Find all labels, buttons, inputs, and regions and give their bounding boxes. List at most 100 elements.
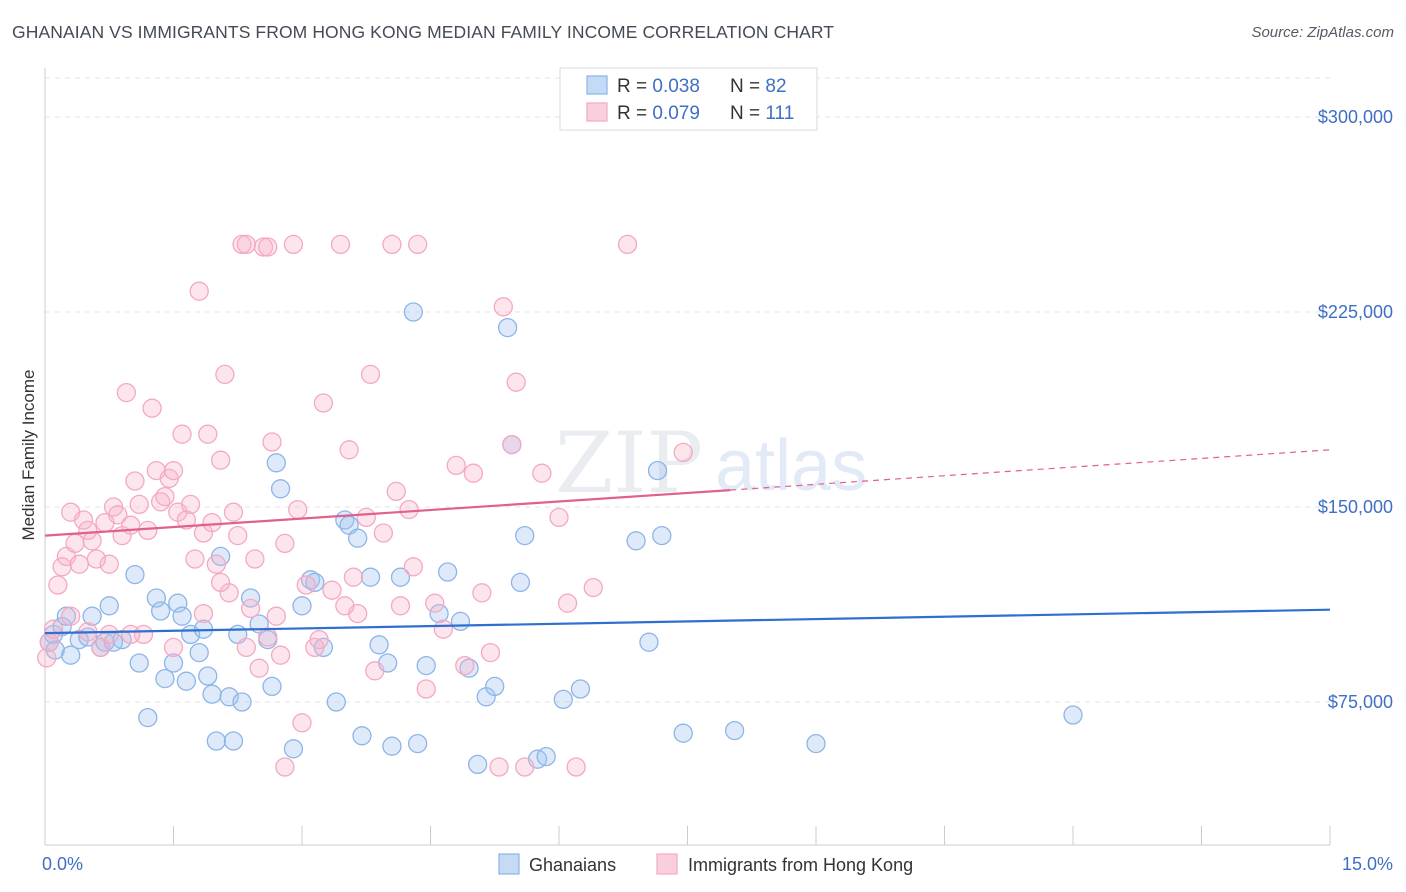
- hong-kong-point-48: [240, 598, 261, 619]
- legend-r-value-0: 0.038: [652, 76, 700, 97]
- ghanaians-point-41: [283, 739, 304, 759]
- legend-n-label-1: N =: [730, 103, 765, 124]
- legend-r-value-1: 0.079: [652, 103, 700, 124]
- hong-kong-point-9: [73, 510, 94, 530]
- hong-kong-point-72: [382, 234, 402, 255]
- hong-kong-point-20: [121, 515, 141, 535]
- hong-kong-point-62: [313, 393, 334, 413]
- hong-kong-point-66: [343, 567, 364, 587]
- ghanaians-point-11: [99, 596, 119, 616]
- ghanaians-point-22: [172, 606, 192, 626]
- hong-kong-point-93: [566, 757, 586, 777]
- hong-kong-point-47: [236, 637, 256, 658]
- ghanaians-trend-line: [44, 608, 1331, 635]
- hong-kong-point-21: [125, 471, 145, 491]
- ghanaians-point-16: [138, 707, 158, 728]
- hong-kong-point-102: [163, 637, 184, 658]
- hong-kong-point-56: [275, 533, 295, 554]
- hong-kong-point-44: [223, 502, 244, 522]
- hong-kong-point-34: [180, 494, 201, 515]
- hong-kong-point-32: [172, 424, 192, 444]
- hong-kong-point-71: [373, 523, 394, 543]
- hong-kong-point-41: [210, 450, 231, 470]
- axes: [44, 68, 1331, 846]
- ghanaians-point-52: [369, 635, 389, 655]
- hong-kong-point-85: [489, 757, 509, 777]
- hong-kong-point-104: [193, 603, 214, 624]
- hong-kong-point-30: [163, 460, 184, 481]
- watermark: ZIP atlas: [555, 414, 867, 512]
- series-hong-kong-points: [37, 234, 693, 777]
- hong-kong-point-63: [322, 580, 342, 600]
- hong-kong-point-74: [390, 596, 411, 616]
- ghanaians-point-61: [450, 611, 471, 632]
- hong-kong-point-86: [493, 297, 513, 317]
- y-tick-label-1: $150,000: [1318, 497, 1393, 517]
- svg-text:R = 0.079: R = 0.079: [617, 103, 700, 124]
- hong-kong-point-38: [198, 424, 218, 444]
- ghanaians-point-25: [189, 642, 209, 663]
- ghanaians-point-49: [348, 528, 368, 548]
- ghanaians-point-71: [536, 746, 556, 767]
- hong-kong-point-64: [330, 234, 351, 255]
- bottom-legend-swatch-hong-kong: [656, 853, 678, 875]
- bottom-legend-label-ghanaians: Ghanaians: [529, 855, 616, 875]
- watermark-zip: ZIP: [555, 414, 703, 512]
- source-label: Source: ZipAtlas.com: [1251, 24, 1394, 41]
- hong-kong-point-58: [288, 499, 308, 520]
- hong-kong-point-50: [249, 658, 269, 678]
- ghanaians-point-39: [266, 453, 286, 473]
- hong-kong-point-68: [356, 507, 376, 528]
- hong-kong-point-81: [455, 655, 475, 676]
- ghanaians-point-35: [240, 588, 261, 608]
- hong-kong-trend-extension: [730, 449, 1331, 491]
- y-tick-labels: $75,000 $150,000 $225,000 $300,000: [1318, 107, 1393, 712]
- y-tick-label-3: $300,000: [1318, 107, 1393, 127]
- watermark-atlas: atlas: [715, 426, 867, 506]
- hong-kong-point-84: [480, 642, 501, 663]
- hong-kong-point-42: [215, 364, 235, 385]
- hong-kong-point-0: [37, 648, 57, 668]
- ghanaians-point-19: [155, 668, 175, 689]
- hong-kong-point-22: [129, 494, 149, 515]
- ghanaians-point-51: [360, 567, 381, 587]
- hong-kong-point-70: [365, 661, 385, 681]
- hong-kong-point-88: [506, 372, 526, 392]
- ghanaians-point-14: [125, 564, 145, 585]
- ghanaians-point-54: [382, 736, 402, 756]
- hong-kong-point-45: [228, 525, 248, 546]
- hong-kong-point-53: [262, 432, 282, 452]
- hong-kong-point-73: [386, 481, 406, 502]
- legend-n-value-0: 82: [765, 76, 786, 97]
- ghanaians-point-32: [223, 731, 244, 751]
- gridlines: [45, 77, 1330, 703]
- ghanaians-point-46: [326, 692, 346, 712]
- ghanaians-point-18: [150, 601, 171, 621]
- svg-text:N = 82: N = 82: [730, 76, 787, 97]
- hong-kong-point-2: [43, 619, 64, 639]
- ghanaians-point-20: [163, 653, 184, 673]
- ghanaians-point-73: [570, 679, 591, 699]
- hong-kong-point-94: [583, 577, 603, 598]
- hong-kong-point-79: [433, 619, 454, 639]
- bottom-legend-label-hong-kong: Immigrants from Hong Kong: [688, 855, 913, 875]
- ghanaians-point-76: [647, 460, 668, 481]
- ghanaians-point-72: [553, 689, 573, 710]
- ghanaians-point-66: [497, 317, 518, 338]
- ghanaians-point-60: [437, 562, 458, 582]
- hong-kong-point-100: [61, 606, 81, 626]
- hong-kong-point-19: [116, 382, 137, 403]
- ghanaians-point-68: [510, 572, 531, 593]
- hong-kong-point-25: [142, 398, 162, 418]
- hong-kong-point-46: [232, 234, 252, 255]
- ghanaians-point-59: [429, 603, 449, 624]
- hong-kong-point-99: [121, 624, 141, 645]
- legend-n-label-0: N =: [730, 76, 765, 97]
- hong-kong-point-107: [99, 624, 119, 645]
- hong-kong-point-103: [275, 757, 295, 777]
- hong-kong-point-91: [549, 507, 569, 528]
- legend-n-value-1: 111: [765, 103, 794, 124]
- ghanaians-point-80: [806, 733, 826, 754]
- hong-kong-point-39: [202, 512, 222, 533]
- ghanaians-point-79: [724, 720, 745, 741]
